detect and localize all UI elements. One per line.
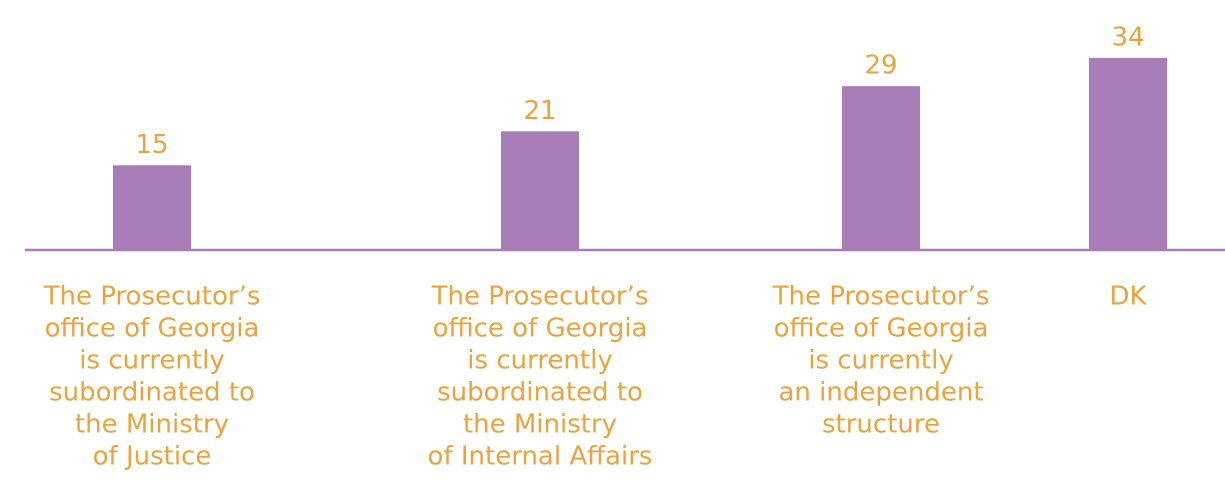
category-label: of Justice [93, 442, 212, 472]
value-label: 15 [135, 130, 168, 160]
category-label: is currently [467, 346, 612, 376]
value-label: 21 [523, 96, 556, 126]
bar [842, 86, 920, 251]
category-label: DK [1109, 282, 1147, 312]
category-label: of Internal Affairs [428, 442, 653, 472]
category-label: The Prosecutor’s [772, 282, 990, 312]
category-label: is currently [808, 346, 953, 376]
category-label: office of Georgia [45, 314, 260, 344]
category-label: structure [822, 410, 940, 440]
category-label: subordinated to [437, 378, 643, 408]
bar [501, 131, 579, 250]
value-label: 34 [1111, 22, 1144, 52]
value-label: 29 [864, 51, 897, 81]
category-label: the Ministry [75, 410, 229, 440]
category-label: The Prosecutor’s [431, 282, 649, 312]
category-label: an independent [778, 378, 983, 408]
category-label: the Ministry [463, 410, 617, 440]
category-label: office of Georgia [774, 314, 989, 344]
bar [1089, 57, 1167, 251]
category-label: subordinated to [49, 378, 255, 408]
category-label: The Prosecutor’s [43, 282, 261, 312]
category-label: office of Georgia [433, 314, 648, 344]
category-label: is currently [79, 346, 224, 376]
bar [113, 165, 191, 250]
